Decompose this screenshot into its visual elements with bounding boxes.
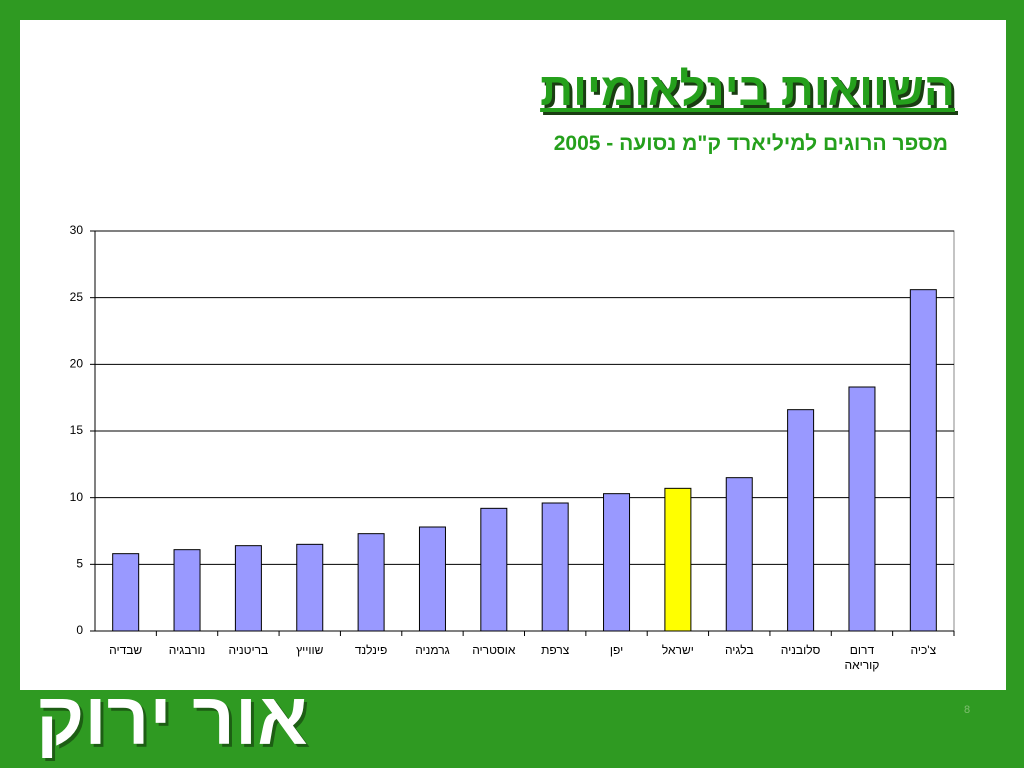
bar [357, 533, 385, 632]
y-tick-label: 5 [76, 557, 83, 571]
chart-subtitle: מספר הרוגים למיליארד ק"מ נסועה - 2005 [553, 132, 948, 155]
logo: אור ירוק [36, 677, 308, 760]
chart-title: השוואות בינלאומיות [540, 63, 955, 115]
bar [664, 487, 692, 632]
bar [296, 543, 324, 632]
y-tick-label: 20 [70, 357, 84, 371]
y-tick-label: 10 [70, 490, 84, 504]
y-tick-label: 0 [76, 623, 83, 637]
bar [112, 553, 140, 632]
bar [603, 493, 631, 632]
x-tick-label: בלגיה [724, 643, 754, 657]
bar [541, 502, 569, 632]
x-tick-label: שווייץ [296, 643, 324, 657]
bar [725, 477, 753, 632]
x-tick-label: בריטניה [228, 643, 269, 657]
page-number: 8 [964, 704, 971, 716]
y-tick-label: 30 [70, 223, 84, 237]
bar [909, 289, 937, 632]
x-tick-label: צ'כיה [910, 643, 937, 657]
x-tick-label: נורבגיה [168, 643, 206, 657]
y-tick-label: 15 [70, 423, 84, 437]
bar [173, 549, 201, 632]
bar [848, 386, 876, 632]
x-tick-label: פינלנד [354, 643, 388, 657]
bar [418, 526, 446, 632]
x-tick-label: שבדיה [109, 643, 143, 657]
x-tick-label: יפן [609, 643, 624, 657]
bar [234, 545, 262, 632]
x-tick-label: גרמניה [415, 643, 450, 657]
x-tick-label: צרפת [541, 643, 570, 657]
y-tick-label: 25 [70, 290, 84, 304]
x-tick-label: סלובניה [780, 643, 821, 657]
x-tick-label: ישראל [661, 643, 694, 657]
bar [787, 409, 815, 632]
x-tick-label: דרום קוריאה [844, 643, 880, 672]
bar [480, 507, 508, 632]
x-tick-label: אוסטריה [472, 643, 516, 657]
